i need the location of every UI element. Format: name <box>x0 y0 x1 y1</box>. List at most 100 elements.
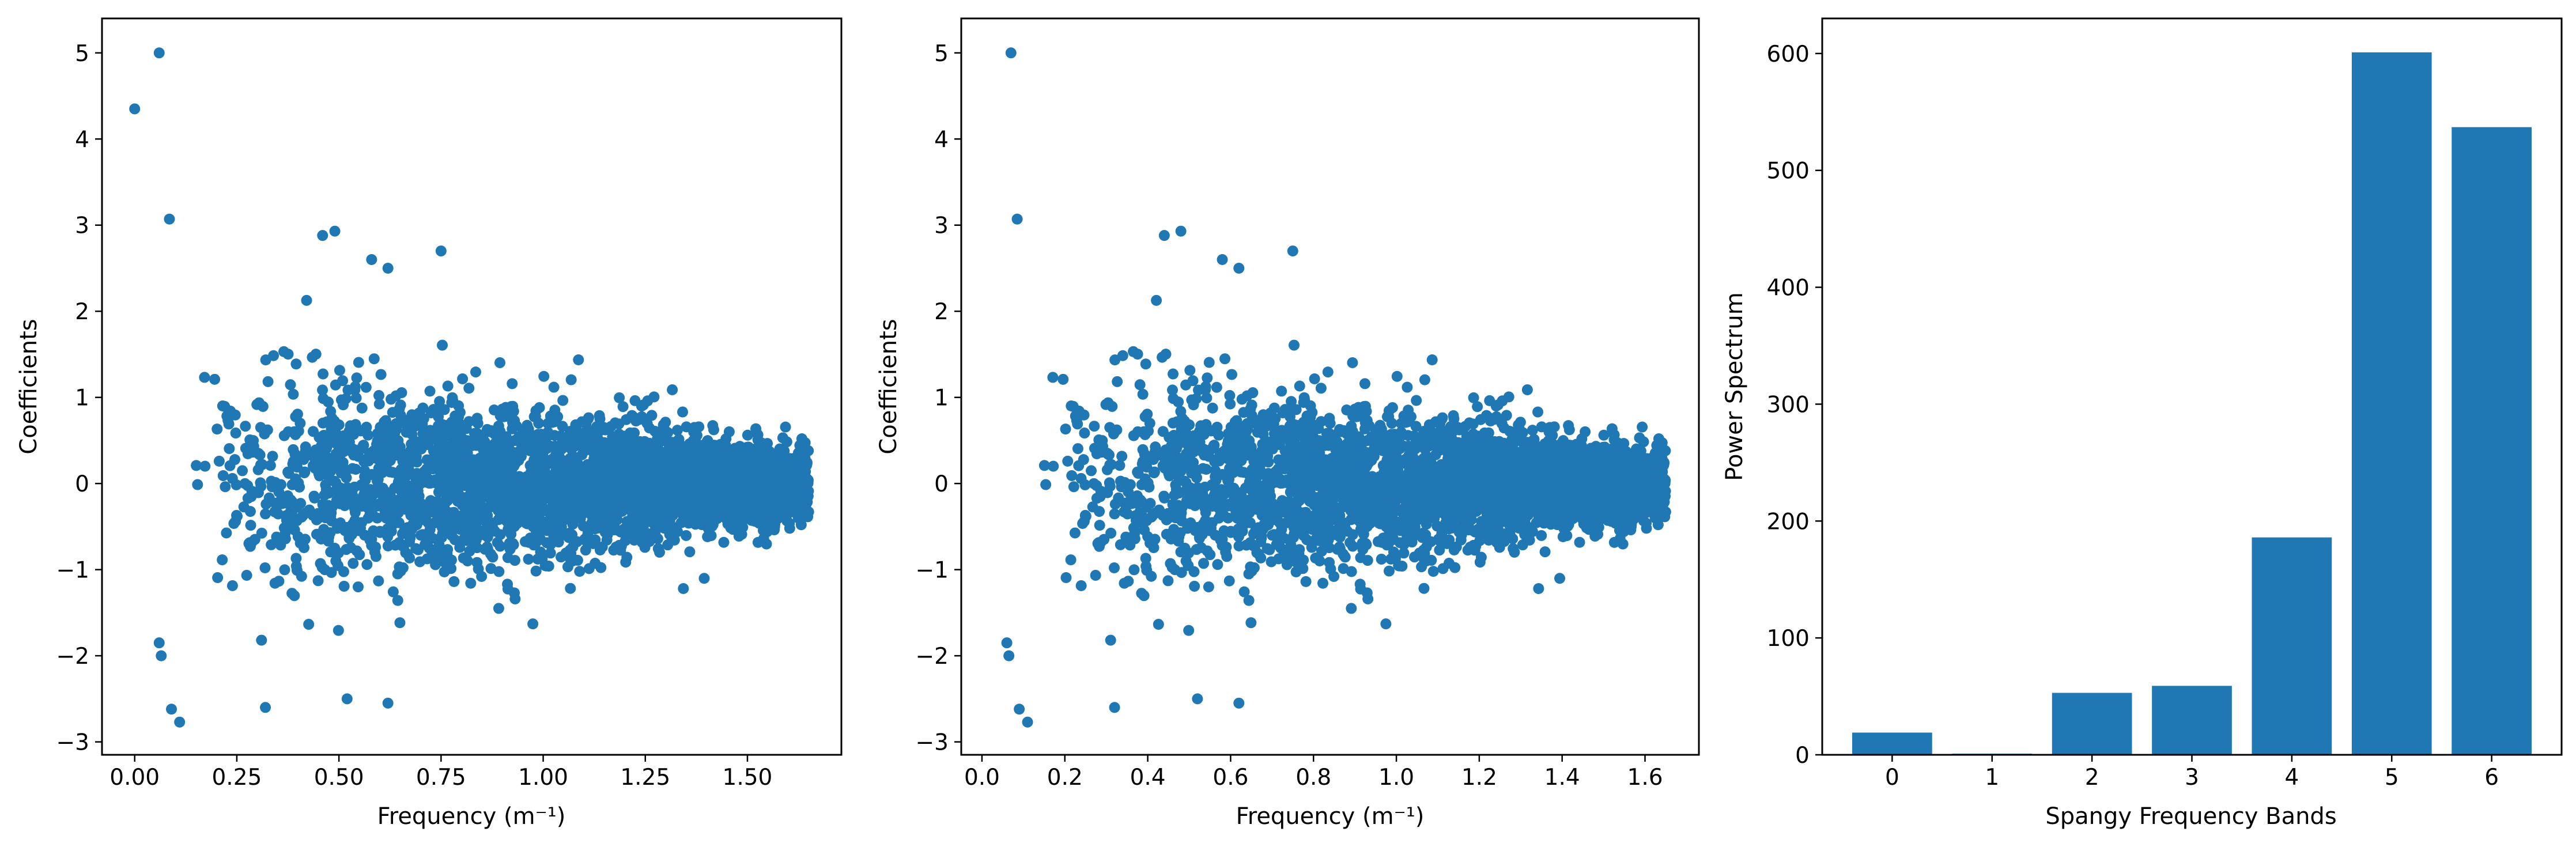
scatter-point <box>248 441 259 452</box>
scatter-point <box>681 421 692 433</box>
scatter-point <box>638 505 649 517</box>
scatter-point <box>557 421 568 432</box>
scatter-point <box>796 433 807 444</box>
scatter-point <box>493 514 504 525</box>
scatter-point <box>594 458 605 470</box>
scatter-1-y-tick-label: 4 <box>75 127 89 153</box>
scatter-point <box>337 375 349 387</box>
scatter-point <box>617 401 629 413</box>
scatter-point <box>290 561 302 572</box>
scatter-point <box>618 472 629 484</box>
scatter-point <box>795 519 807 531</box>
scatter-point <box>382 540 394 552</box>
scatter-point <box>507 423 518 434</box>
scatter-point <box>395 399 406 411</box>
scatter-point <box>531 478 543 490</box>
scatter-point <box>199 460 211 472</box>
scatter-point <box>409 412 420 423</box>
scatter-point <box>217 470 229 482</box>
scatter-point <box>627 520 639 531</box>
scatter-point <box>457 373 469 384</box>
scatter-point <box>290 473 301 485</box>
scatter-point <box>1268 402 1280 414</box>
scatter-point <box>242 480 254 491</box>
scatter-point <box>312 508 324 519</box>
scatter-point <box>741 446 753 457</box>
scatter-point <box>348 449 360 461</box>
scatter-point <box>662 427 674 438</box>
scatter-point <box>362 429 374 441</box>
scatter-point <box>571 536 583 547</box>
scatter-point <box>438 460 450 471</box>
scatter-point <box>611 514 623 525</box>
scatter-point <box>454 451 466 462</box>
scatter-point <box>548 475 560 486</box>
scatter-point <box>355 523 367 534</box>
scatter-point <box>255 422 266 433</box>
scatter-point <box>211 423 223 435</box>
scatter-point <box>1199 384 1211 396</box>
scatter-point <box>415 530 426 541</box>
scatter-point <box>260 508 271 520</box>
scatter-point <box>698 573 710 584</box>
scatter-point <box>291 515 303 527</box>
scatter-point <box>1184 365 1196 376</box>
scatter-point <box>395 410 406 421</box>
scatter-point <box>406 489 417 501</box>
scatter-point <box>679 478 691 490</box>
scatter-point <box>288 388 299 400</box>
scatter-point <box>492 537 503 549</box>
scatter-point <box>666 481 677 492</box>
scatter-point <box>538 370 550 382</box>
scatter-point <box>199 372 210 383</box>
scatter-point <box>352 581 364 593</box>
scatter-point <box>565 583 576 594</box>
scatter-point <box>153 47 165 59</box>
scatter-point <box>279 564 290 576</box>
scatter-point <box>1066 470 1078 482</box>
scatter-point <box>576 416 588 428</box>
scatter-point <box>403 464 414 476</box>
scatter-point <box>543 561 554 572</box>
scatter-point <box>238 501 250 513</box>
scatter-point <box>380 492 391 504</box>
scatter-point <box>282 349 294 360</box>
scatter-point <box>220 481 231 493</box>
scatter-point <box>757 451 769 462</box>
scatter-point <box>533 534 545 546</box>
scatter-point <box>678 583 689 595</box>
scatter-point <box>224 443 235 455</box>
scatter-point <box>259 562 271 574</box>
scatter-point <box>229 454 241 466</box>
scatter-point <box>473 490 484 502</box>
scatter-point <box>573 354 584 365</box>
scatter-point <box>662 539 674 551</box>
scatter-point <box>285 379 296 391</box>
scatter-point <box>260 702 271 713</box>
scatter-plot-1: 0.00 0.25 0.50 0.75 1.00 1.25 1.50 −3−2−101234… <box>16 17 843 830</box>
scatter-1-x-tick-label: 1.00 <box>518 765 568 791</box>
scatter-1-x-tick-label: 0.25 <box>211 765 262 791</box>
scatter-point <box>583 472 595 484</box>
scatter-point <box>500 402 512 413</box>
scatter-point <box>569 440 581 452</box>
scatter-point <box>366 504 377 516</box>
scatter-point <box>469 456 481 468</box>
scatter-point <box>191 460 202 471</box>
scatter-point <box>534 402 545 413</box>
scatter-point <box>602 489 613 501</box>
scatter-point <box>601 442 613 453</box>
scatter-point <box>603 524 615 536</box>
scatter-point <box>681 530 692 541</box>
scatter-point <box>316 528 327 539</box>
scatter-point <box>527 618 539 630</box>
scatter-point <box>1108 562 1120 574</box>
scatter-point <box>677 452 688 463</box>
scatter-point <box>447 481 458 493</box>
scatter-point <box>332 439 343 451</box>
scatter-point <box>349 384 361 396</box>
scatter-point <box>625 486 637 497</box>
scatter-point <box>446 417 458 428</box>
scatter-point <box>654 546 665 558</box>
scatter-point <box>323 396 334 408</box>
